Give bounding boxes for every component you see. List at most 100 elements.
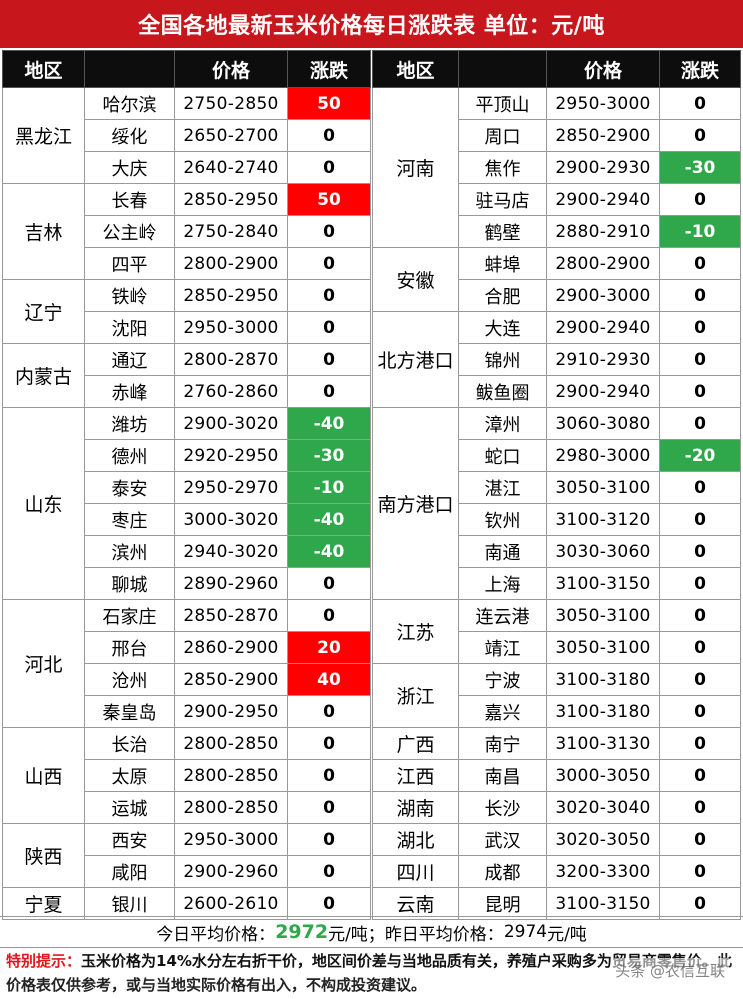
region-cell: 云南: [372, 887, 459, 920]
change-cell: 0: [287, 247, 371, 280]
region-cell: 河南: [372, 87, 459, 248]
table-row: 北方港口 大连 2900-2940 0: [372, 311, 741, 408]
table-row: 广西 南宁 3100-3130 0: [372, 727, 741, 760]
table-row: 南方港口 漳州 3060-3080 0: [372, 407, 741, 600]
price-cell: 3100-3150: [546, 567, 660, 600]
region-cell: 辽宁: [2, 279, 85, 344]
price-cell: 2640-2740: [174, 151, 288, 184]
table-row: 江苏 连云港 3050-3100 0: [372, 599, 741, 664]
yesterday-average-value: 2974: [503, 922, 548, 942]
price-cell: 2900-2940: [546, 375, 660, 408]
city-cell: 邢台: [84, 631, 175, 664]
city-cell: 通辽: [84, 343, 175, 376]
city-cell: 大庆: [84, 151, 175, 184]
city-cell: 嘉兴: [458, 695, 547, 728]
change-cell: 0: [287, 567, 371, 600]
city-cell: 太原: [84, 759, 175, 792]
price-cell: 2850-2950: [174, 183, 288, 216]
price-cell: 2750-2850: [174, 87, 288, 120]
table-row: 德州 2920-2950 -30: [3, 439, 371, 472]
price-cell: 2760-2860: [174, 375, 288, 408]
table-row: 河南 平顶山 2950-3000 0: [372, 87, 741, 248]
table-row: 陕西 西安 2950-3000 0: [2, 823, 371, 888]
city-cell: 德州: [84, 439, 175, 472]
region-cell: 广西: [372, 727, 459, 760]
table-header-row: 地区 价格 涨跌: [2, 50, 371, 88]
change-cell: 0: [659, 855, 741, 888]
table-row: 四川 成都 3200-3300 0: [372, 855, 741, 888]
change-cell: -40: [287, 535, 371, 568]
change-cell: 0: [287, 727, 371, 760]
table-row: 驻马店 2900-2940 0: [373, 183, 741, 216]
price-cell: 2950-3000: [174, 311, 288, 344]
region-cell: 湖北: [372, 823, 459, 856]
table-row: 上海 3100-3150 0: [373, 567, 741, 600]
yesterday-average-unit: 元/吨: [547, 924, 587, 945]
change-cell: 0: [287, 311, 371, 344]
table-row: 湖南 长沙 3020-3040 0: [372, 791, 741, 824]
price-cell: 2900-2940: [546, 183, 660, 216]
change-cell: 0: [287, 695, 371, 728]
table-row: 焦作 2900-2930 -30: [373, 151, 741, 184]
region-cell: 湖南: [372, 791, 459, 824]
table-row: 安徽 蚌埠 2800-2900 0: [372, 247, 741, 312]
price-cell: 3060-3080: [546, 407, 660, 440]
table-row: 蛇口 2980-3000 -20: [373, 439, 741, 472]
change-cell: -10: [287, 471, 371, 504]
table-row: 太原 2800-2850 0: [3, 759, 371, 792]
table-row: 锦州 2910-2930 0: [373, 343, 741, 376]
price-cell: 2850-2950: [174, 279, 288, 312]
price-cell: 3100-3120: [546, 503, 660, 536]
table-row: 沧州 2850-2900 40: [3, 663, 371, 696]
price-table-right: 地区 价格 涨跌 河南 平顶山 2950-3000 0 周口 2850-2900 0 焦作 29…: [372, 50, 741, 920]
price-cell: 2950-3000: [546, 87, 660, 120]
region-cell: 黑龙江: [2, 87, 85, 184]
yesterday-average-label: 昨日平均价格：: [384, 924, 504, 945]
table-row: 合肥 2900-3000 0: [373, 279, 741, 312]
change-cell: 50: [287, 87, 371, 120]
region-cell: 安徽: [372, 247, 459, 312]
price-cell: 2920-2950: [174, 439, 288, 472]
table-row: 黑龙江 哈尔滨 2750-2850 50: [2, 87, 371, 184]
price-cell: 2800-2900: [546, 247, 660, 280]
price-cell: 3000-3020: [174, 503, 288, 536]
price-cell: 3020-3050: [546, 823, 660, 856]
price-cell: 3100-3180: [546, 695, 660, 728]
change-cell: 20: [287, 631, 371, 664]
table-row: 河北 石家庄 2850-2870 0: [2, 599, 371, 728]
table-row: 枣庄 3000-3020 -40: [3, 503, 371, 536]
change-cell: 50: [287, 183, 371, 216]
change-cell: 0: [659, 375, 741, 408]
change-cell: 0: [659, 599, 741, 632]
table-row: 湛江 3050-3100 0: [373, 471, 741, 504]
price-cell: 2850-2900: [546, 119, 660, 152]
change-cell: 0: [287, 215, 371, 248]
city-cell: 长春: [84, 183, 175, 216]
table-row: 宁夏 银川 2600-2610 0: [2, 887, 371, 920]
city-cell: 湛江: [458, 471, 547, 504]
region-cell: 江苏: [372, 599, 459, 664]
city-cell: 枣庄: [84, 503, 175, 536]
region-cell: 山西: [2, 727, 85, 824]
price-cell: 2600-2610: [174, 887, 288, 920]
price-cell: 2900-2930: [546, 151, 660, 184]
price-cell: 2900-2940: [546, 311, 660, 344]
today-average-label: 今日平均价格：: [156, 924, 276, 945]
change-cell: -10: [659, 215, 741, 248]
price-cell: 3100-3130: [546, 727, 660, 760]
city-cell: 宁波: [458, 663, 547, 696]
city-cell: 武汉: [458, 823, 547, 856]
change-cell: 0: [287, 855, 371, 888]
change-cell: 0: [659, 727, 741, 760]
city-cell: 长治: [84, 727, 175, 760]
table-header-row: 地区 价格 涨跌: [372, 50, 741, 88]
city-cell: 绥化: [84, 119, 175, 152]
price-cell: 2950-3000: [174, 823, 288, 856]
change-cell: 0: [287, 375, 371, 408]
change-cell: 0: [659, 791, 741, 824]
city-cell: 公主岭: [84, 215, 175, 248]
change-cell: 0: [659, 87, 741, 120]
city-cell: 成都: [458, 855, 547, 888]
city-cell: 铁岭: [84, 279, 175, 312]
price-cell: 2750-2840: [174, 215, 288, 248]
